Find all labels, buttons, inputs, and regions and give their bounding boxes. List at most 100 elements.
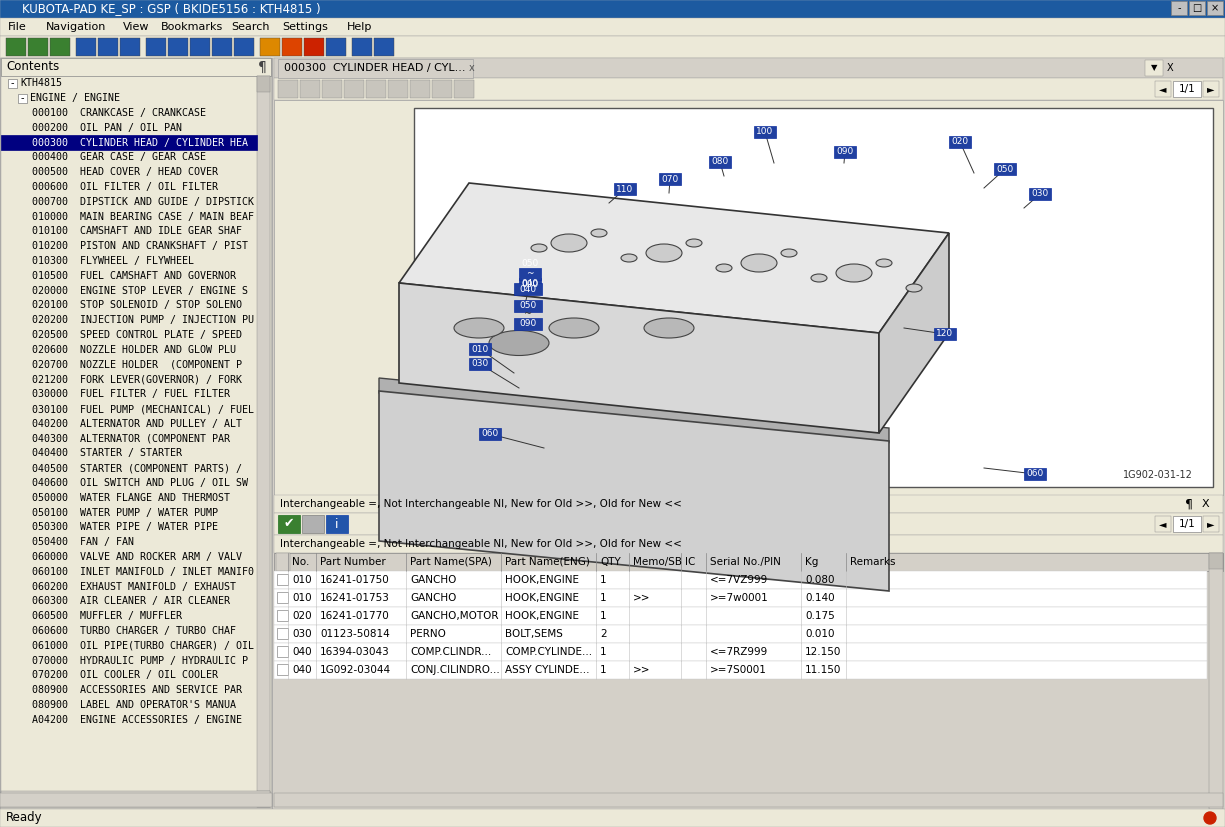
Bar <box>9 79 17 88</box>
Bar <box>277 628 288 639</box>
Text: ▼: ▼ <box>1150 64 1158 73</box>
Text: 010500  FUEL CAMSHAFT AND GOVERNOR: 010500 FUEL CAMSHAFT AND GOVERNOR <box>32 270 236 281</box>
Text: Remarks: Remarks <box>850 557 895 567</box>
Ellipse shape <box>811 274 827 282</box>
Bar <box>277 592 288 603</box>
Text: X: X <box>1202 499 1209 509</box>
Text: -: - <box>21 93 23 103</box>
Ellipse shape <box>782 249 797 257</box>
Text: 020600  NOZZLE HOLDER AND GLOW PLU: 020600 NOZZLE HOLDER AND GLOW PLU <box>32 345 236 355</box>
Text: 070: 070 <box>662 174 679 184</box>
Text: 070200  OIL COOLER / OIL COOLER: 070200 OIL COOLER / OIL COOLER <box>32 671 218 681</box>
Bar <box>1207 1 1223 15</box>
Text: 120: 120 <box>936 329 953 338</box>
Polygon shape <box>379 391 889 591</box>
Text: □: □ <box>1192 3 1202 13</box>
Text: 030100  FUEL PUMP (MECHANICAL) / FUEL: 030100 FUEL PUMP (MECHANICAL) / FUEL <box>32 404 254 414</box>
Bar <box>274 625 1207 643</box>
Bar <box>454 80 474 98</box>
Text: KUBOTA-PAD KE_SP : GSP ( BKIDE5156 : KTH4815 ): KUBOTA-PAD KE_SP : GSP ( BKIDE5156 : KTH… <box>22 2 321 16</box>
Text: ¶: ¶ <box>1185 498 1193 510</box>
Bar <box>326 38 345 56</box>
Text: 090: 090 <box>837 147 854 156</box>
Text: 010: 010 <box>472 345 489 353</box>
Bar <box>519 268 541 280</box>
Text: 040500  STARTER (COMPONENT PARTS) /: 040500 STARTER (COMPONENT PARTS) / <box>32 463 243 473</box>
Text: 050: 050 <box>996 165 1013 174</box>
Text: GANCHO: GANCHO <box>410 593 457 603</box>
Bar <box>274 661 1207 679</box>
Bar <box>0 58 272 809</box>
Bar <box>278 80 298 98</box>
Bar <box>168 38 187 56</box>
Text: >>: >> <box>633 665 650 675</box>
Bar <box>274 589 1207 607</box>
Text: 060: 060 <box>481 429 499 438</box>
Text: Kg: Kg <box>805 557 818 567</box>
Text: X: X <box>1166 63 1174 73</box>
Text: 000100  CRANKCASE / CRANKCASE: 000100 CRANKCASE / CRANKCASE <box>32 108 206 118</box>
Bar <box>277 646 288 657</box>
Bar <box>949 136 971 148</box>
Bar <box>146 38 167 56</box>
Bar <box>479 428 501 440</box>
Text: No.: No. <box>292 557 310 567</box>
Text: 01123-50814: 01123-50814 <box>320 629 390 639</box>
Bar <box>519 278 541 290</box>
Text: 020000  ENGINE STOP LEVER / ENGINE S: 020000 ENGINE STOP LEVER / ENGINE S <box>32 285 247 295</box>
Text: ✔: ✔ <box>284 518 294 530</box>
Ellipse shape <box>621 254 637 262</box>
Bar <box>1174 516 1200 532</box>
Text: 1/1: 1/1 <box>1178 519 1196 529</box>
Text: 2: 2 <box>600 629 606 639</box>
Text: 16394-03043: 16394-03043 <box>320 647 390 657</box>
Text: ►: ► <box>1208 519 1215 529</box>
Polygon shape <box>379 378 889 443</box>
Bar <box>28 38 48 56</box>
Text: 010200  PISTON AND CRANKSHAFT / PIST: 010200 PISTON AND CRANKSHAFT / PIST <box>32 241 247 251</box>
Text: ◄: ◄ <box>1159 519 1166 529</box>
Text: 050400  FAN / FAN: 050400 FAN / FAN <box>32 538 134 547</box>
Bar <box>282 38 303 56</box>
Text: 16241-01770: 16241-01770 <box>320 611 390 621</box>
Bar <box>366 80 386 98</box>
Text: 010300  FLYWHEEL / FLYWHEEL: 010300 FLYWHEEL / FLYWHEEL <box>32 256 194 266</box>
Bar <box>274 535 1223 553</box>
Text: 110: 110 <box>616 184 633 194</box>
Bar <box>120 38 140 56</box>
Bar <box>322 80 342 98</box>
Text: ASSY CYLINDE...: ASSY CYLINDE... <box>505 665 589 675</box>
Text: 050300  WATER PIPE / WATER PIPE: 050300 WATER PIPE / WATER PIPE <box>32 523 218 533</box>
Text: 050100  WATER PUMP / WATER PUMP: 050100 WATER PUMP / WATER PUMP <box>32 508 218 518</box>
Text: Memo/SB: Memo/SB <box>633 557 682 567</box>
Bar <box>190 38 209 56</box>
Bar <box>1 58 271 807</box>
Bar <box>76 38 96 56</box>
Text: 020: 020 <box>952 137 969 146</box>
Text: 060100  INLET MANIFOLD / INLET MANIF0: 060100 INLET MANIFOLD / INLET MANIF0 <box>32 566 254 576</box>
Text: ~: ~ <box>524 309 532 319</box>
Text: View: View <box>122 22 149 32</box>
Text: Bookmarks: Bookmarks <box>160 22 223 32</box>
Text: 1: 1 <box>600 611 606 621</box>
Bar <box>469 343 491 355</box>
Text: HOOK,ENGINE: HOOK,ENGINE <box>505 611 579 621</box>
Text: 010000  MAIN BEARING CASE / MAIN BEAF: 010000 MAIN BEARING CASE / MAIN BEAF <box>32 212 254 222</box>
Text: 000600  OIL FILTER / OIL FILTER: 000600 OIL FILTER / OIL FILTER <box>32 182 218 192</box>
Text: 060300  AIR CLEANER / AIR CLEANER: 060300 AIR CLEANER / AIR CLEANER <box>32 596 230 606</box>
Text: 010: 010 <box>292 575 311 585</box>
Text: >=7w0001: >=7w0001 <box>710 593 769 603</box>
Text: >>: >> <box>633 593 650 603</box>
Text: 070000  HYDRAULIC PUMP / HYDRAULIC P: 070000 HYDRAULIC PUMP / HYDRAULIC P <box>32 656 247 666</box>
Bar <box>0 793 272 807</box>
Bar <box>274 78 1223 100</box>
Bar <box>755 126 775 138</box>
Text: COMP.CLINDR...: COMP.CLINDR... <box>410 647 491 657</box>
Text: Interchangeable =, Not Interchangeable NI, New for Old >>, Old for New <<: Interchangeable =, Not Interchangeable N… <box>281 499 682 509</box>
Text: 020700  NOZZLE HOLDER  (COMPONENT P: 020700 NOZZLE HOLDER (COMPONENT P <box>32 360 243 370</box>
Text: 080: 080 <box>712 157 729 166</box>
Text: 060200  EXHAUST MANIFOLD / EXHAUST: 060200 EXHAUST MANIFOLD / EXHAUST <box>32 581 236 591</box>
Bar <box>274 793 1223 807</box>
Bar <box>709 156 731 168</box>
Bar <box>260 38 281 56</box>
